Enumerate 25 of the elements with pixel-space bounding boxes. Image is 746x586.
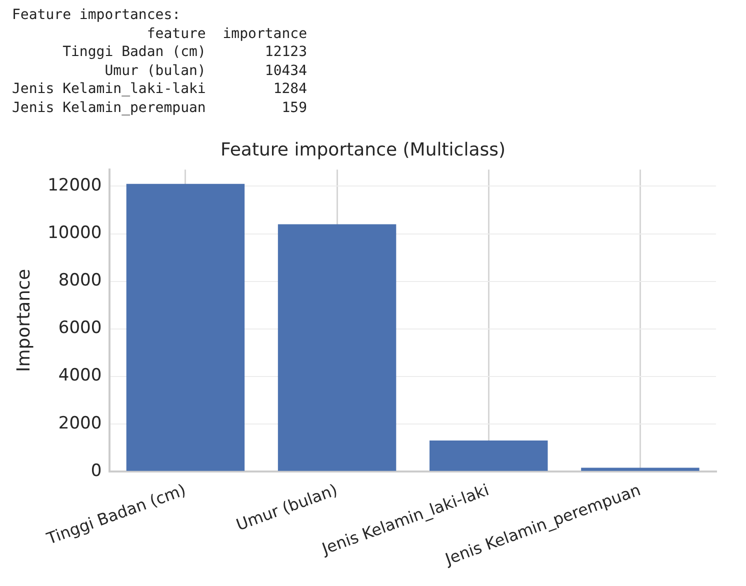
y-tick-label: 4000 bbox=[58, 366, 102, 386]
y-tick-label: 12000 bbox=[48, 176, 102, 196]
bar bbox=[278, 224, 396, 471]
y-tick-label: 0 bbox=[90, 460, 102, 481]
x-tick-label: Tinggi Badan (cm) bbox=[43, 480, 188, 548]
text: importance bbox=[222, 26, 308, 42]
category-label: Umur (bulan) bbox=[104, 62, 206, 78]
data-label: 12123 bbox=[264, 44, 308, 60]
y-tick-label: 10000 bbox=[48, 223, 102, 244]
data-label: 10434 bbox=[264, 62, 308, 78]
data-label: 1284 bbox=[273, 81, 308, 97]
y-tick-label: 8000 bbox=[58, 270, 102, 291]
category-label: Jenis Kelamin_perempuan bbox=[12, 100, 206, 116]
chart-title: Feature importance (Multiclass) bbox=[220, 139, 506, 160]
y-axis-title: Importance bbox=[13, 268, 34, 372]
y-tick-label: 2000 bbox=[58, 413, 102, 434]
data-label: 159 bbox=[282, 100, 308, 116]
category-label: Tinggi Badan (cm) bbox=[62, 44, 206, 60]
bar bbox=[126, 184, 245, 471]
bar bbox=[430, 440, 548, 471]
text: feature bbox=[146, 26, 206, 42]
y-tick-label: 6000 bbox=[58, 318, 102, 338]
text: Feature importances: bbox=[12, 7, 181, 23]
bar bbox=[581, 468, 700, 471]
category-label: Jenis Kelamin_laki-laki bbox=[12, 81, 206, 97]
